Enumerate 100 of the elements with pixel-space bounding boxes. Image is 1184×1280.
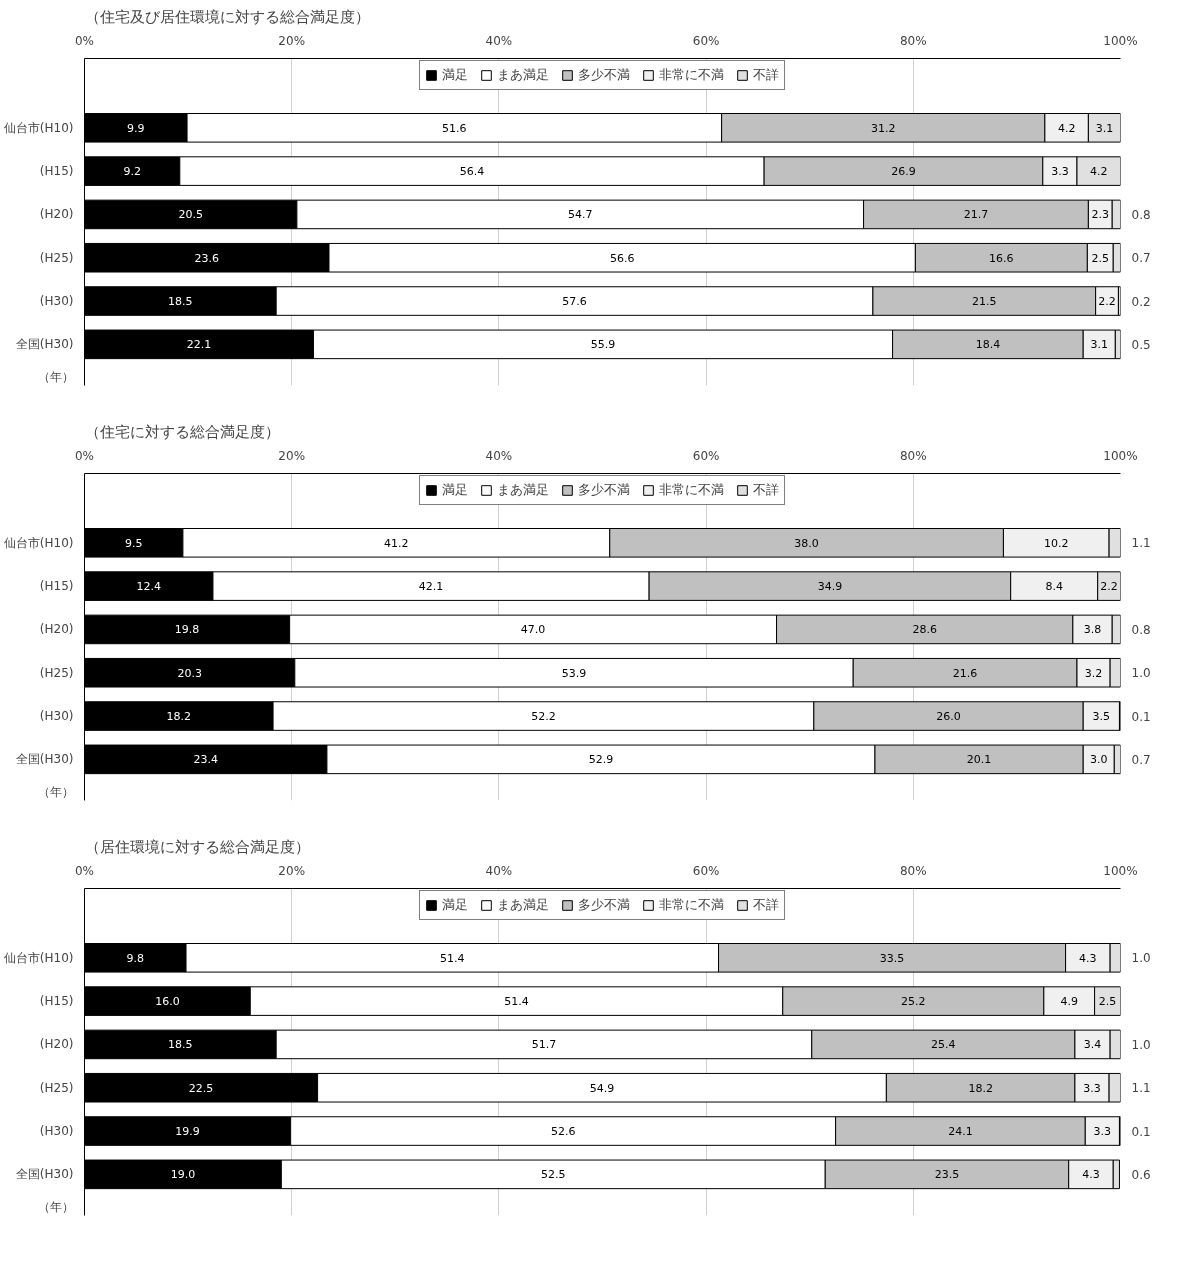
x-tick-label: 80% bbox=[899, 863, 927, 878]
legend-label: 不詳 bbox=[753, 66, 779, 84]
x-tick-label: 20% bbox=[278, 33, 306, 48]
x-tick-label: 80% bbox=[899, 448, 927, 463]
data-label: 0.7 bbox=[1131, 752, 1151, 767]
data-label: 3.4 bbox=[1083, 1038, 1102, 1052]
data-label: 4.9 bbox=[1060, 995, 1078, 1009]
data-label: 51.4 bbox=[440, 951, 465, 965]
y-axis-title: （年） bbox=[37, 369, 74, 384]
data-label: 3.8 bbox=[1083, 623, 1102, 637]
legend-label: 満足 bbox=[442, 481, 468, 499]
data-label: 53.9 bbox=[561, 666, 587, 680]
data-label: 26.9 bbox=[891, 165, 916, 179]
legend-label: 満足 bbox=[442, 66, 468, 84]
data-label: 1.0 bbox=[1131, 951, 1151, 966]
legend-label: まあ満足 bbox=[497, 896, 549, 914]
data-label: 9.5 bbox=[124, 536, 143, 550]
y-tick-label: (H30) bbox=[39, 1124, 74, 1139]
data-label: 41.2 bbox=[384, 536, 409, 550]
legend-label: 不詳 bbox=[753, 896, 779, 914]
data-label: 22.5 bbox=[188, 1081, 214, 1095]
data-label: 18.2 bbox=[968, 1081, 993, 1095]
data-label: 0.6 bbox=[1131, 1167, 1151, 1182]
data-label: 52.2 bbox=[531, 710, 556, 724]
legend-label: まあ満足 bbox=[497, 66, 549, 84]
data-label: 54.9 bbox=[589, 1081, 615, 1095]
y-tick-label: (H15) bbox=[39, 579, 74, 594]
data-label: 18.4 bbox=[975, 338, 1001, 352]
data-label: 8.4 bbox=[1045, 580, 1063, 594]
data-label: 21.5 bbox=[972, 295, 997, 309]
data-label: 16.0 bbox=[155, 995, 180, 1009]
data-label: 55.9 bbox=[590, 338, 616, 352]
data-label: 23.4 bbox=[193, 753, 218, 767]
data-label: 1.0 bbox=[1131, 1037, 1151, 1052]
data-label: 1.1 bbox=[1131, 536, 1151, 551]
data-label: 38.0 bbox=[794, 536, 819, 550]
data-label: 56.6 bbox=[609, 251, 635, 265]
y-tick-label: (H15) bbox=[39, 164, 74, 179]
data-label: 21.6 bbox=[952, 666, 978, 680]
data-label: 57.6 bbox=[562, 295, 587, 309]
data-label: 19.9 bbox=[175, 1125, 200, 1139]
data-label: 26.0 bbox=[936, 710, 961, 724]
data-label: 20.1 bbox=[966, 753, 992, 767]
data-label: 34.9 bbox=[817, 580, 843, 594]
data-label: 52.9 bbox=[588, 753, 614, 767]
y-tick-label: (H25) bbox=[39, 1080, 74, 1095]
data-label: 18.5 bbox=[168, 1038, 193, 1052]
data-label: 52.5 bbox=[541, 1168, 566, 1182]
chart-title: （住宅に対する総合満足度） bbox=[84, 422, 280, 441]
y-tick-label: (H20) bbox=[39, 622, 74, 637]
data-label: 42.1 bbox=[418, 580, 444, 594]
data-label: 18.2 bbox=[166, 710, 192, 724]
data-label: 20.3 bbox=[177, 666, 202, 680]
data-label: 3.3 bbox=[1093, 1125, 1112, 1139]
data-label: 2.3 bbox=[1091, 208, 1110, 222]
data-label: 33.5 bbox=[879, 951, 905, 965]
legend-label: 満足 bbox=[442, 896, 468, 914]
data-label: 0.8 bbox=[1131, 622, 1151, 637]
y-tick-label: (H20) bbox=[39, 207, 74, 222]
data-label: 12.4 bbox=[136, 580, 161, 594]
legend-label: 非常に不満 bbox=[659, 66, 724, 84]
data-label: 56.4 bbox=[459, 165, 485, 179]
y-tick-label: (H30) bbox=[39, 294, 74, 309]
legend-label: 多少不満 bbox=[578, 66, 630, 84]
data-label: 0.2 bbox=[1131, 294, 1151, 309]
y-tick-label: (H30) bbox=[39, 709, 74, 724]
data-label: 9.8 bbox=[126, 951, 145, 965]
data-label: 0.7 bbox=[1131, 251, 1151, 266]
legend-label: 多少不満 bbox=[578, 896, 630, 914]
data-label: 24.1 bbox=[948, 1125, 973, 1139]
data-label: 3.2 bbox=[1084, 666, 1103, 680]
y-tick-label: (H15) bbox=[39, 994, 74, 1009]
x-tick-label: 20% bbox=[278, 448, 306, 463]
data-label: 3.0 bbox=[1090, 753, 1108, 767]
data-label: 3.3 bbox=[1051, 165, 1069, 179]
data-label: 51.6 bbox=[442, 121, 467, 135]
y-tick-label: 全国(H30) bbox=[15, 1167, 74, 1182]
x-tick-label: 40% bbox=[485, 448, 513, 463]
data-label: 31.2 bbox=[871, 121, 896, 135]
data-label: 21.7 bbox=[963, 208, 989, 222]
chart-title: （住宅及び居住環境に対する総合満足度） bbox=[84, 7, 370, 26]
y-tick-label: 仙台市(H10) bbox=[3, 535, 74, 550]
x-tick-label: 20% bbox=[278, 863, 306, 878]
y-tick-label: 仙台市(H10) bbox=[3, 120, 74, 135]
data-label: 3.1 bbox=[1095, 121, 1114, 135]
data-label: 1.0 bbox=[1131, 666, 1151, 681]
data-label: 3.3 bbox=[1083, 1081, 1101, 1095]
x-tick-label: 100% bbox=[1103, 863, 1138, 878]
data-label: 51.7 bbox=[531, 1038, 557, 1052]
data-label: 9.9 bbox=[127, 121, 145, 135]
data-label: 22.1 bbox=[186, 338, 212, 352]
y-tick-label: (H20) bbox=[39, 1037, 74, 1052]
data-label: 25.2 bbox=[901, 995, 926, 1009]
data-label: 52.6 bbox=[550, 1125, 576, 1139]
legend-label: 非常に不満 bbox=[659, 896, 724, 914]
data-label: 28.6 bbox=[912, 623, 937, 637]
x-tick-label: 60% bbox=[692, 863, 720, 878]
data-label: 1.1 bbox=[1131, 1081, 1151, 1096]
legend-label: 多少不満 bbox=[578, 481, 630, 499]
x-tick-label: 40% bbox=[485, 863, 513, 878]
